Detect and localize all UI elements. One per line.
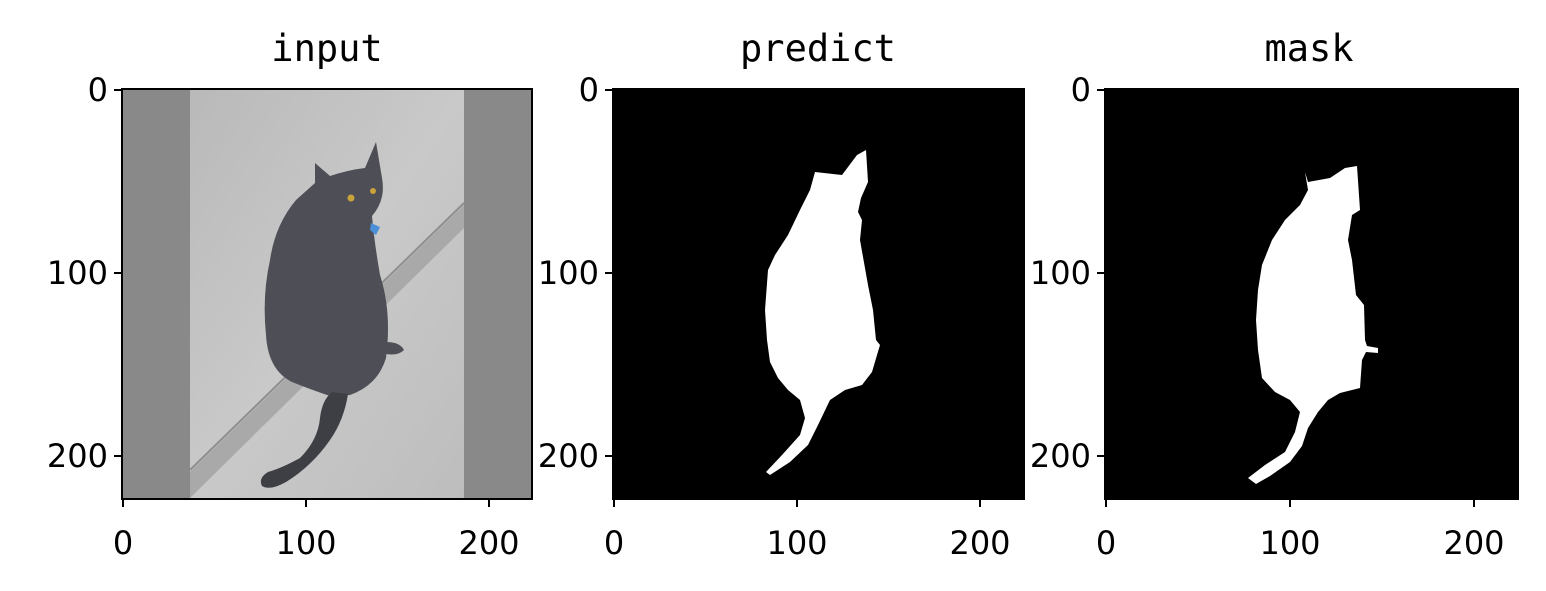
x-tick-label: 100 [275, 524, 336, 562]
collar-tag [370, 223, 380, 235]
x-tick-label: 100 [766, 524, 827, 562]
y-tick-label: 100 [47, 254, 108, 292]
y-tick-label: 0 [1071, 71, 1091, 109]
panel-predict: predict 0 100 200 0 100 200 [538, 27, 1025, 562]
y-tick-label: 0 [88, 71, 108, 109]
mask-silhouette [1248, 166, 1378, 484]
cat [260, 142, 404, 488]
y-tick-label: 0 [579, 71, 599, 109]
y-tick-label: 200 [538, 437, 599, 475]
x-tick-label: 100 [1259, 524, 1320, 562]
y-tick-label: 100 [1030, 254, 1091, 292]
x-tick-label: 0 [604, 524, 624, 562]
axes-frame [1104, 88, 1519, 500]
x-tick-label: 200 [949, 524, 1010, 562]
y-tick-label: 200 [47, 437, 108, 475]
panel-mask: mask 0 100 200 0 100 200 [1030, 27, 1519, 562]
input-image [122, 89, 532, 499]
x-tick-label: 0 [113, 524, 133, 562]
axes-frame [612, 88, 1025, 500]
axes-frame [121, 88, 533, 500]
panel-title: mask [1264, 27, 1353, 70]
x-tick-label: 200 [458, 524, 519, 562]
padding-right [464, 89, 532, 499]
panel-title: predict [740, 27, 896, 70]
y-tick-label: 100 [538, 254, 599, 292]
x-tick-label: 0 [1096, 524, 1116, 562]
panel-title: input [271, 27, 382, 70]
x-tick-label: 200 [1443, 524, 1504, 562]
y-tick-label: 200 [1030, 437, 1091, 475]
predict-mask-silhouette [765, 150, 880, 475]
panel-input: input 0 100 200 [47, 27, 533, 562]
